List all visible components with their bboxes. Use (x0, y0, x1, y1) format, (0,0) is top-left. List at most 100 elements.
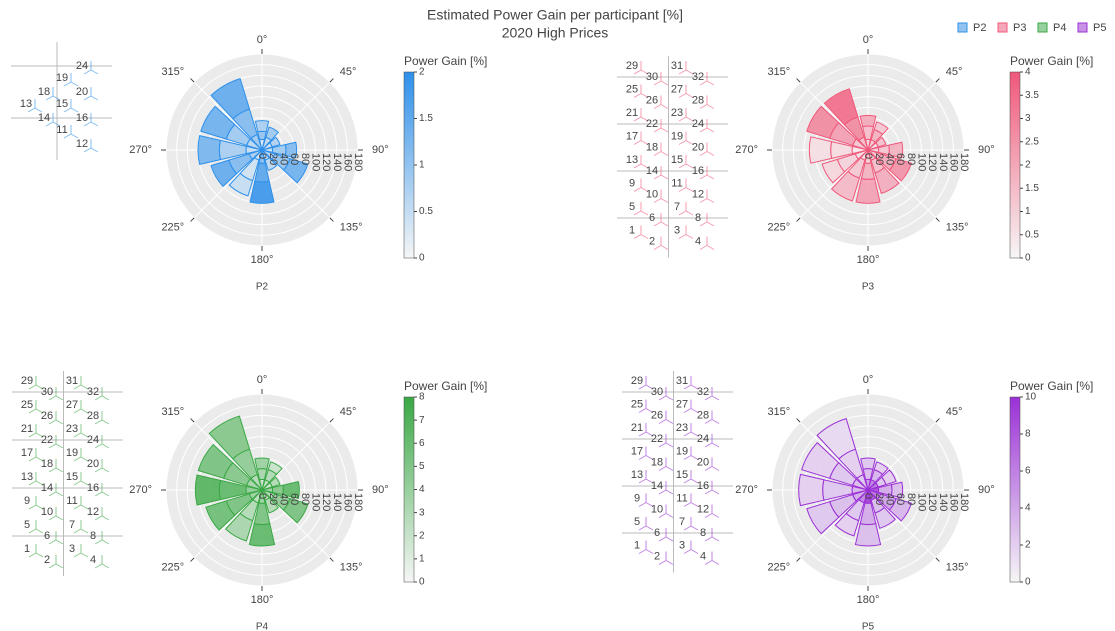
radial-tick-label: 80 (905, 493, 917, 505)
turbine-icon (658, 434, 674, 448)
angular-tick-label: 225° (767, 222, 790, 234)
radial-tick-label: 0 (256, 153, 268, 159)
turbine-label: 15 (56, 98, 68, 110)
turbine-icon (653, 213, 669, 227)
radial-tick-label: 160 (341, 153, 353, 171)
turbine-icon (48, 459, 64, 473)
wedge (823, 88, 859, 126)
angular-grid-line (867, 421, 937, 491)
wedge (798, 473, 825, 507)
wedge (249, 180, 275, 204)
turbine-label: 12 (697, 503, 709, 515)
wedge (197, 135, 222, 165)
legend-label[interactable]: P2 (973, 22, 986, 34)
wedge (801, 442, 840, 479)
radial-tick-label: 40 (277, 153, 289, 165)
turbine-label: 1 (24, 543, 30, 555)
turbine-label: 30 (41, 386, 53, 398)
legend-swatch[interactable] (997, 22, 1008, 33)
legend-label[interactable]: P5 (1093, 22, 1106, 34)
wedge (874, 506, 896, 529)
turbine-label: 26 (646, 94, 658, 106)
colorbar-tick-label: 5 (419, 461, 425, 472)
colorbar-tick-label: 0 (419, 253, 425, 264)
angular-tick-label: 315° (767, 406, 790, 418)
turbine-icon (48, 387, 64, 401)
radial-tick-label: 100 (915, 493, 927, 511)
turbine-icon (653, 142, 669, 156)
turbine-label: 13 (631, 469, 643, 481)
subplot-title: P5 (862, 622, 875, 631)
turbine-icon (683, 540, 699, 554)
colorbar-tick-label: 1 (419, 554, 425, 565)
radial-tick-label: 20 (873, 153, 885, 165)
turbine-icon (73, 400, 89, 414)
turbine-label: 16 (697, 480, 709, 492)
wedge (873, 121, 889, 136)
turbine-icon (83, 139, 99, 153)
turbine-label: 8 (695, 212, 701, 224)
turbine-icon (704, 481, 720, 495)
turbine-icon (653, 166, 669, 180)
turbine-icon (27, 99, 43, 113)
legend-swatch[interactable] (957, 22, 968, 33)
turbine-icon (678, 225, 694, 239)
turbine-label: 27 (66, 399, 78, 411)
angular-tick-label: 135° (340, 222, 363, 234)
turbine-label: 4 (90, 554, 96, 566)
turbine-label: 4 (700, 550, 706, 562)
turbine-icon (704, 528, 720, 542)
wedge (282, 497, 309, 524)
wedge (888, 157, 912, 182)
radial-tick-label: 140 (331, 493, 343, 511)
turbine-label: 18 (41, 458, 53, 470)
radial-tick-label: 140 (937, 493, 949, 511)
turbine-label: 25 (631, 398, 643, 410)
turbine-label: 10 (41, 506, 53, 518)
wedge (224, 512, 254, 542)
angular-grid-line (193, 81, 263, 151)
turbine-icon (658, 528, 674, 542)
wedge (880, 469, 897, 486)
legend-label[interactable]: P4 (1053, 22, 1066, 34)
turbine-label: 22 (41, 434, 53, 446)
turbine-icon (28, 496, 44, 510)
legend-swatch[interactable] (1037, 22, 1048, 33)
colorbar-tick-label: 1.5 (1025, 183, 1039, 194)
angular-grid-line (193, 149, 263, 219)
turbine-icon (28, 520, 44, 534)
angular-tick (190, 557, 195, 562)
turbine-label: 25 (21, 399, 33, 411)
angular-tick-label: 90° (372, 484, 389, 496)
turbine-icon (73, 496, 89, 510)
turbine-icon (658, 387, 674, 401)
turbine-label: 9 (24, 495, 30, 507)
wedge (257, 130, 267, 141)
turbine-label: 26 (651, 409, 663, 421)
turbine-icon (683, 376, 699, 390)
wedge (208, 415, 251, 460)
colorbar-tick-label: 2 (1025, 540, 1031, 551)
legend-swatch[interactable] (1077, 22, 1088, 33)
radial-tick-label: 180 (352, 153, 364, 171)
wedge (200, 105, 236, 140)
radial-tick-label: 120 (320, 493, 332, 511)
turbine-label: 14 (646, 165, 658, 177)
turbine-label: 32 (87, 386, 99, 398)
turbine-label: 32 (697, 386, 709, 398)
turbine-label: 21 (631, 422, 643, 434)
legend-label[interactable]: P3 (1013, 22, 1026, 34)
wedge (284, 141, 298, 159)
turbine-label: 31 (66, 375, 78, 387)
turbine-label: 21 (626, 107, 638, 119)
turbine-label: 18 (646, 141, 658, 153)
radial-tick-label: 120 (926, 153, 938, 171)
angular-tick-label: 90° (372, 144, 389, 156)
turbine-label: 16 (87, 482, 99, 494)
turbine-icon (28, 376, 44, 390)
radial-tick-label: 80 (299, 153, 311, 165)
turbine-icon (45, 87, 61, 101)
radial-tick-label: 60 (288, 153, 300, 165)
angular-tick-label: 315° (161, 406, 184, 418)
turbine-icon (704, 410, 720, 424)
